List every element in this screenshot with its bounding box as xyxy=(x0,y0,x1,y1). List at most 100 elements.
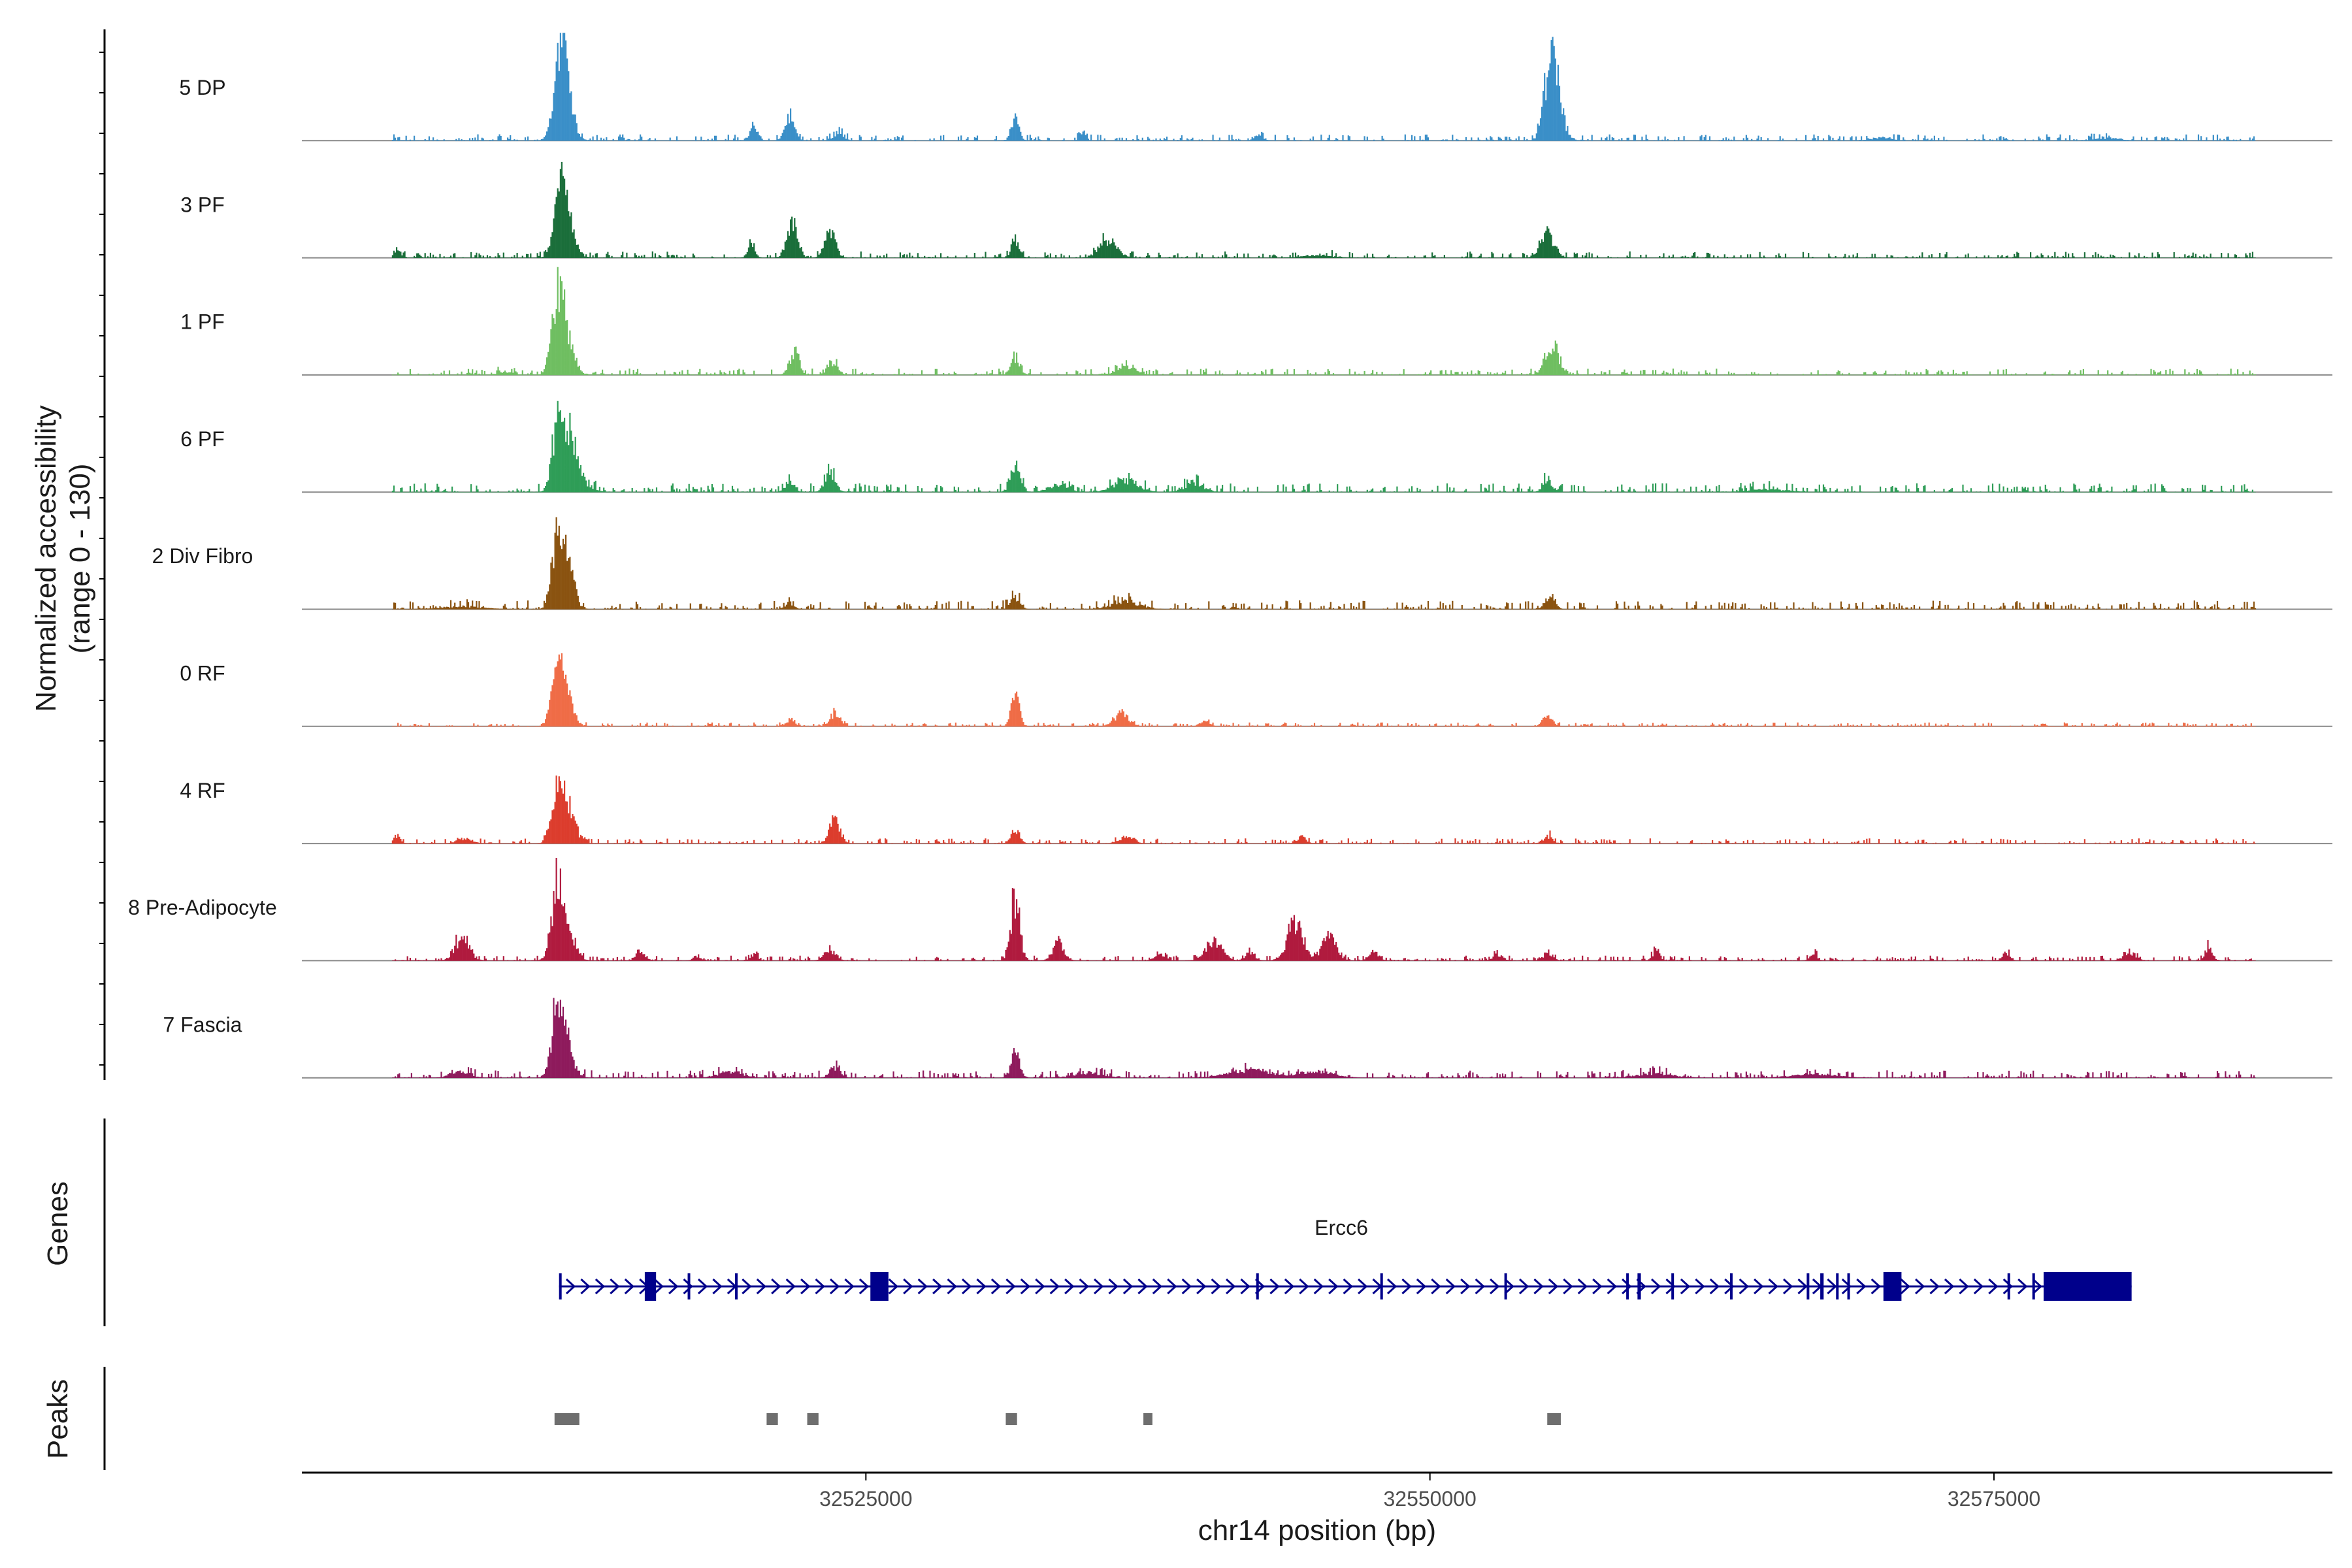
gene-strand-arrow xyxy=(1665,1278,1676,1295)
track-signal xyxy=(392,517,2257,610)
gene-strand-arrow xyxy=(1328,1278,1339,1295)
gene-strand-arrow xyxy=(1827,1278,1837,1295)
gene-strand-arrow xyxy=(624,1278,634,1295)
gene-strand-arrow xyxy=(1401,1278,1412,1295)
peak-region xyxy=(1547,1413,1561,1425)
gene-exon xyxy=(1836,1273,1839,1299)
track-signal xyxy=(392,653,2256,727)
gene-model-ercc6 xyxy=(559,1272,2132,1301)
y-axis-title-line1: Normalized accessibility xyxy=(30,405,62,711)
x-tick-label: 32525000 xyxy=(819,1487,912,1511)
gene-strand-arrow xyxy=(1020,1278,1031,1295)
gene-strand-arrow xyxy=(1196,1278,1207,1295)
track-label: 0 RF xyxy=(180,662,225,685)
gene-strand-arrow xyxy=(1226,1278,1236,1295)
gene-strand-arrow xyxy=(1563,1278,1573,1295)
gene-strand-arrow xyxy=(1386,1278,1397,1295)
gene-strand-arrow xyxy=(829,1278,840,1295)
gene-strand-arrow xyxy=(1944,1278,1955,1295)
track-0-rf: 0 RF xyxy=(180,653,2332,727)
gene-strand-arrow xyxy=(756,1278,766,1295)
track-signal xyxy=(391,33,2256,141)
gene-strand-arrow xyxy=(1915,1278,1925,1295)
gene-exon xyxy=(1729,1273,1733,1299)
y-axis-title-line2: (range 0 - 130) xyxy=(64,463,96,653)
track-1-pf: 1 PF xyxy=(180,267,2332,376)
gene-strand-arrow xyxy=(947,1278,957,1295)
gene-exon xyxy=(1504,1273,1507,1299)
gene-strand-arrow xyxy=(1358,1278,1368,1295)
gene-strand-arrow xyxy=(1988,1278,1999,1295)
gene-strand-arrow xyxy=(785,1278,796,1295)
track-label: 8 Pre-Adipocyte xyxy=(128,896,277,919)
gene-strand-arrow xyxy=(932,1278,943,1295)
gene-strand-arrow xyxy=(1108,1278,1119,1295)
gene-strand-arrow xyxy=(1709,1278,1720,1295)
gene-strand-arrow xyxy=(1490,1278,1500,1295)
track-label: 4 RF xyxy=(180,779,225,802)
genes-panel: Genes Ercc6 xyxy=(42,1119,2132,1326)
gene-strand-arrow xyxy=(1240,1278,1250,1295)
gene-strand-arrow xyxy=(697,1278,708,1295)
gene-strand-arrow xyxy=(976,1278,987,1295)
gene-strand-arrow xyxy=(1856,1278,1867,1295)
track-7-fascia: 7 Fascia xyxy=(163,998,2332,1079)
gene-strand-arrow xyxy=(1754,1278,1764,1295)
gene-strand-arrow xyxy=(1122,1278,1134,1295)
y-axis-title: Normalized accessibility (range 0 - 130) xyxy=(30,405,96,711)
gene-strand-arrow xyxy=(917,1278,928,1295)
gene-strand-arrow xyxy=(961,1278,972,1295)
track-label: 3 PF xyxy=(180,193,225,216)
gene-strand-arrow xyxy=(1680,1278,1691,1295)
x-tick-label: 32550000 xyxy=(1383,1487,1476,1511)
gene-strand-arrow xyxy=(1445,1278,1456,1295)
gene-strand-arrow xyxy=(742,1278,752,1295)
coverage-y-axis-ticks xyxy=(99,52,105,1066)
gene-strand-arrow xyxy=(610,1278,620,1295)
x-axis-ticks: 32525000 32550000 32575000 xyxy=(819,1473,2040,1511)
gene-strand-arrow xyxy=(1841,1278,1852,1295)
genes-axis-title: Genes xyxy=(42,1181,74,1266)
gene-strand-arrow xyxy=(595,1278,606,1295)
gene-strand-arrow xyxy=(1577,1278,1588,1295)
gene-strand-arrow xyxy=(1973,1278,1984,1295)
peaks-axis-title: Peaks xyxy=(42,1379,74,1459)
track-signal xyxy=(391,400,2256,493)
gene-strand-arrow xyxy=(990,1278,1002,1295)
gene-strand-arrow xyxy=(1035,1278,1045,1295)
gene-strand-arrow xyxy=(1152,1278,1163,1295)
gene-strand-arrow xyxy=(2017,1278,2028,1295)
gene-exon xyxy=(1883,1272,1902,1301)
gene-exon xyxy=(1820,1273,1824,1299)
peak-region xyxy=(766,1413,778,1425)
gene-strand-arrow xyxy=(1607,1278,1617,1295)
track-5-dp: 5 DP xyxy=(179,33,2332,142)
track-6-pf: 6 PF xyxy=(180,400,2332,493)
gene-strand-arrow xyxy=(1343,1278,1353,1295)
track-2-div-fibro: 2 Div Fibro xyxy=(152,517,2332,610)
peak-region xyxy=(807,1413,819,1425)
gene-strand-arrow xyxy=(580,1278,591,1295)
peak-region xyxy=(1143,1413,1152,1425)
gene-exon xyxy=(1626,1273,1629,1299)
gene-exon xyxy=(1637,1273,1641,1299)
track-label: 7 Fascia xyxy=(163,1013,242,1036)
gene-strand-arrow xyxy=(1518,1278,1529,1295)
gene-strand-arrow xyxy=(1431,1278,1441,1295)
gene-strand-arrow xyxy=(1870,1278,1881,1295)
x-axis-title: chr14 position (bp) xyxy=(1198,1514,1436,1546)
gene-strand-arrow xyxy=(903,1278,913,1295)
gene-strand-arrow xyxy=(1797,1278,1808,1295)
gene-strand-arrow xyxy=(1416,1278,1427,1295)
peak-region xyxy=(1005,1413,1017,1425)
track-label: 2 Div Fibro xyxy=(152,544,253,568)
gene-strand-arrow xyxy=(815,1278,825,1295)
gene-strand-arrow xyxy=(1284,1278,1295,1295)
gene-strand-arrow xyxy=(1739,1278,1749,1295)
track-3-pf: 3 PF xyxy=(180,161,2332,259)
track-label: 5 DP xyxy=(179,76,225,99)
gene-strand-arrow xyxy=(683,1278,693,1295)
gene-strand-arrow xyxy=(888,1278,898,1295)
gene-strand-arrow xyxy=(1475,1278,1485,1295)
